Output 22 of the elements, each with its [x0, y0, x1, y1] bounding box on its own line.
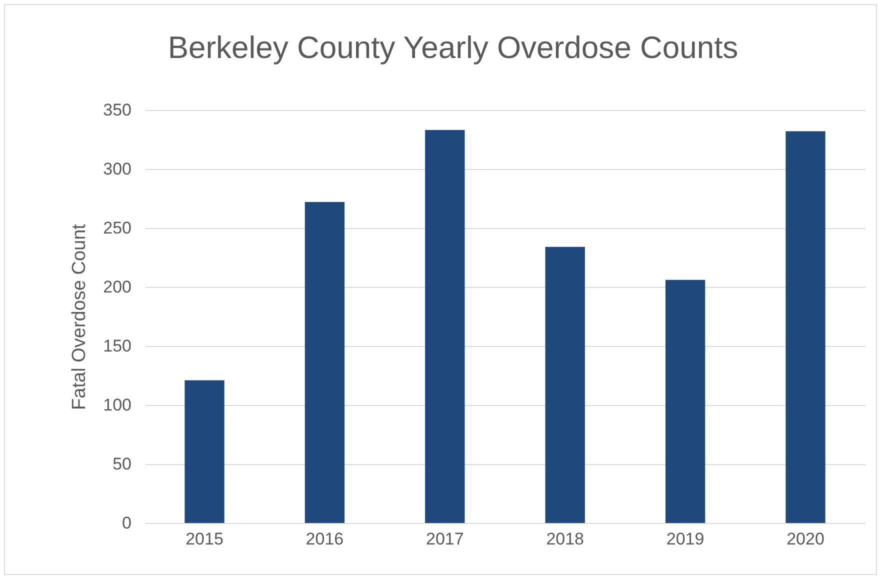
bar	[786, 131, 826, 523]
bar	[545, 246, 585, 523]
x-tick-label: 2016	[306, 530, 344, 548]
x-tick-label: 2018	[546, 530, 584, 548]
y-tick-label: 0	[122, 514, 132, 532]
y-tick-label: 200	[103, 278, 132, 296]
y-tick-label: 350	[103, 100, 132, 120]
y-tick-label: 150	[103, 336, 132, 356]
bar	[425, 130, 465, 523]
bar	[304, 202, 345, 523]
x-tick-label: 2020	[786, 530, 824, 548]
chart-title: Berkeley County Yearly Overdose Counts	[168, 30, 738, 65]
bar	[184, 380, 224, 523]
x-tick-label: 2017	[426, 530, 464, 548]
y-tick-label: 250	[103, 218, 132, 238]
bar	[665, 280, 706, 523]
y-tick-label: 100	[103, 396, 132, 414]
x-tick-label: 2019	[666, 530, 704, 548]
y-tick-label: 300	[103, 160, 132, 178]
x-tick-label: 2015	[186, 530, 224, 548]
y-axis-title: Fatal Overdose Count	[69, 223, 90, 410]
y-tick-label: 50	[112, 454, 132, 474]
